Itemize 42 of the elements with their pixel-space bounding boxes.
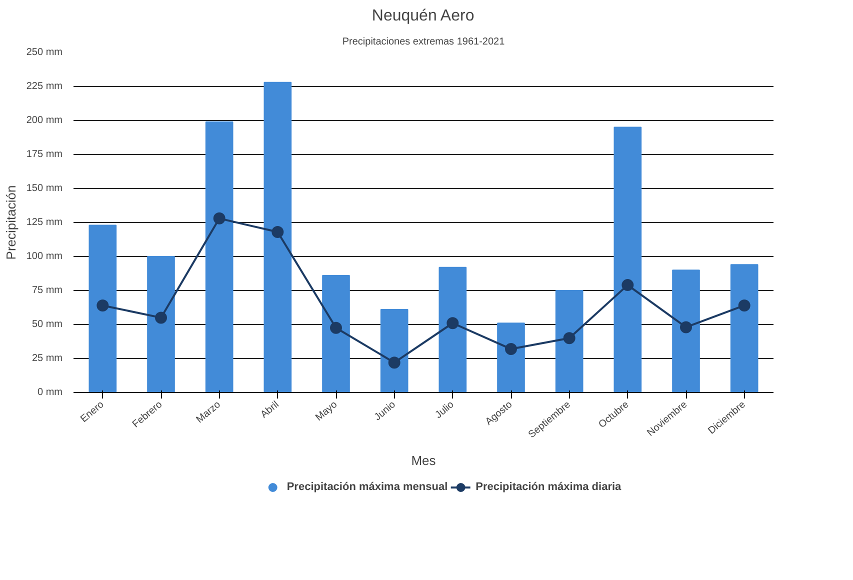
- y-axis-title: Precipitación: [3, 185, 18, 260]
- bar: [322, 275, 350, 392]
- point: [738, 299, 750, 312]
- bar: [147, 256, 175, 392]
- bar: [497, 322, 525, 392]
- x-tick-label: Julio: [433, 399, 457, 421]
- point: [213, 212, 226, 224]
- point: [155, 312, 167, 324]
- y-tick-label: 250 mm: [26, 47, 62, 58]
- point: [330, 322, 342, 334]
- point: [505, 342, 517, 355]
- point: [388, 356, 400, 369]
- bar: [730, 264, 758, 392]
- point: [680, 321, 692, 334]
- bar: [88, 224, 117, 392]
- point: [272, 226, 284, 238]
- bar: [438, 266, 467, 392]
- point: [563, 332, 576, 344]
- y-tick-label: 100 mm: [26, 251, 62, 262]
- y-tick-label: 150 mm: [26, 183, 62, 194]
- y-tick-label: 50 mm: [32, 319, 62, 330]
- y-tick-label: 0 mm: [38, 387, 62, 398]
- bar: [614, 126, 642, 392]
- chart-title: Neuquén Aero: [372, 8, 474, 24]
- y-tick-label: 75 mm: [32, 285, 62, 296]
- bar: [555, 290, 584, 392]
- y-tick-label: 200 mm: [26, 115, 62, 126]
- y-tick-label: 125 mm: [26, 217, 62, 228]
- legend-label: Precipitación máxima diaria: [476, 481, 622, 493]
- y-tick-label: 25 mm: [32, 353, 62, 364]
- bar: [380, 309, 408, 392]
- bar: [672, 270, 700, 392]
- x-axis-title: Mes: [411, 452, 436, 468]
- bar: [205, 121, 234, 392]
- chart-subtitle: Precipitaciones extremas 1961-2021: [342, 36, 506, 48]
- point: [446, 317, 459, 330]
- legend-label: Precipitación máxima mensual: [286, 481, 448, 493]
- y-tick-label: 225 mm: [26, 81, 62, 92]
- y-tick-label: 175 mm: [26, 149, 62, 160]
- bar: [264, 82, 292, 392]
- point: [622, 279, 634, 292]
- point: [96, 299, 109, 312]
